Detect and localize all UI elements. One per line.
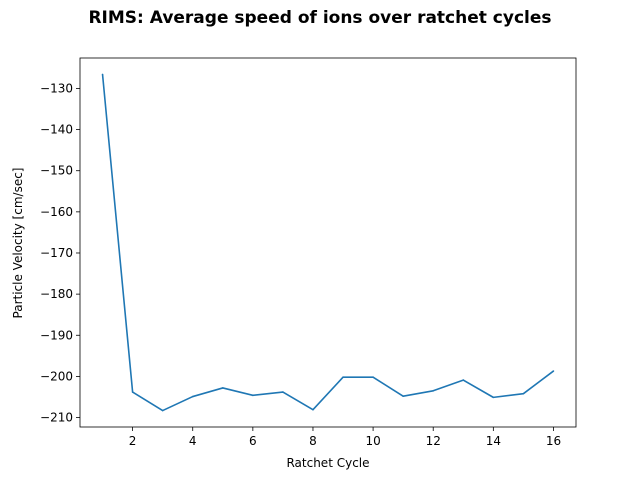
data-point bbox=[552, 370, 555, 372]
y-axis-label: Particle Velocity [cm/sec] bbox=[11, 168, 25, 319]
data-point bbox=[252, 394, 254, 397]
data-point bbox=[342, 376, 344, 379]
data-point bbox=[522, 392, 525, 395]
data-point bbox=[462, 379, 465, 381]
data-point bbox=[101, 73, 104, 76]
data-point bbox=[402, 395, 404, 397]
x-tick-label: 6 bbox=[249, 434, 257, 448]
data-point bbox=[191, 395, 194, 398]
x-tick-label: 10 bbox=[365, 434, 380, 448]
y-tick-label: −150 bbox=[40, 164, 73, 178]
series-line bbox=[101, 74, 554, 412]
data-point bbox=[312, 408, 314, 411]
x-tick-label: 8 bbox=[309, 434, 317, 448]
axes-frame bbox=[79, 57, 577, 428]
y-tick-label: −140 bbox=[40, 123, 73, 137]
x-tick-label: 12 bbox=[426, 434, 441, 448]
data-point bbox=[372, 376, 374, 379]
y-tick-label: −180 bbox=[40, 287, 73, 301]
data-point bbox=[282, 391, 284, 393]
y-tick-label: −160 bbox=[40, 205, 73, 219]
data-point bbox=[221, 387, 224, 389]
y-tick-label: −210 bbox=[40, 411, 73, 425]
x-tick-label: 4 bbox=[189, 434, 197, 448]
y-tick-label: −190 bbox=[40, 328, 73, 342]
x-tick-label: 16 bbox=[546, 434, 561, 448]
data-point bbox=[161, 409, 164, 412]
x-tick-label: 2 bbox=[129, 434, 137, 448]
y-tick-label: −200 bbox=[40, 369, 73, 383]
x-tick-label: 14 bbox=[486, 434, 501, 448]
chart-title: RIMS: Average speed of ions over ratchet… bbox=[88, 8, 552, 28]
data-point bbox=[131, 391, 134, 393]
data-point bbox=[492, 396, 495, 399]
data-point bbox=[432, 389, 435, 392]
x-axis-label: Ratchet Cycle bbox=[286, 456, 369, 470]
y-tick-label: −130 bbox=[40, 81, 73, 95]
y-tick-label: −170 bbox=[40, 246, 73, 260]
